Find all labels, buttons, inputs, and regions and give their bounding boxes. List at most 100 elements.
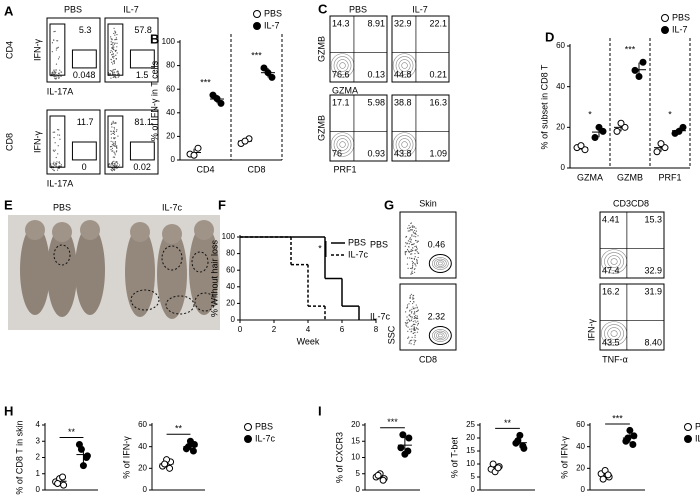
data-point [260, 64, 268, 72]
data-point [397, 444, 405, 452]
event-dot [111, 70, 113, 73]
x-tick-label: CD8 [247, 164, 265, 174]
gate-value: 81.1 [134, 117, 152, 127]
data-point [617, 119, 625, 127]
quadrant-value: 76.6 [332, 69, 350, 79]
event-dot [410, 249, 412, 251]
panel-label: D [545, 29, 554, 44]
event-dot [111, 51, 114, 53]
event-dot [409, 300, 412, 303]
event-dot [417, 256, 419, 259]
y-tick-label: 80 [166, 61, 175, 70]
column-title: PBS [349, 4, 367, 14]
event-dot [408, 257, 411, 259]
panel-label: H [4, 403, 13, 418]
event-dot [114, 152, 116, 154]
y-tick-label: 10 [351, 453, 360, 462]
event-dot [410, 267, 412, 270]
legend-marker [253, 22, 261, 30]
contour [610, 330, 618, 337]
event-dot [415, 246, 418, 248]
event-dot [412, 231, 414, 233]
event-dot [111, 47, 113, 49]
event-dot [112, 141, 114, 143]
event-dot [412, 226, 414, 229]
event-dot [412, 298, 414, 300]
event-dot [405, 324, 407, 326]
mouse-head [52, 222, 72, 242]
event-dot [416, 262, 418, 265]
quadrant-value: 5.98 [367, 97, 385, 107]
event-dot [112, 63, 114, 65]
event-dot [52, 168, 54, 170]
event-dot [412, 320, 414, 323]
gate [428, 253, 452, 273]
event-dot [114, 39, 116, 41]
event-dot [411, 270, 413, 272]
event-dot [114, 143, 116, 145]
contour [604, 324, 624, 343]
event-dot [117, 162, 119, 164]
x-axis-label: IL-17A [47, 178, 74, 188]
y-tick-label: 0 [171, 155, 176, 164]
event-dot [52, 71, 54, 73]
plot-frame [46, 17, 101, 83]
event-dot [58, 77, 60, 79]
significance: *** [200, 77, 211, 87]
event-dot [407, 321, 409, 323]
legend-label: PBS [695, 421, 700, 431]
event-dot [410, 319, 412, 322]
event-dot [409, 240, 411, 243]
event-dot [53, 39, 55, 41]
event-dot [410, 273, 412, 275]
event-dot [113, 130, 115, 132]
event-dot [111, 144, 113, 146]
event-dot [409, 316, 412, 318]
event-dot [113, 71, 116, 73]
event-dot [112, 46, 114, 48]
y-tick-label: 20 [556, 122, 565, 131]
event-dot [59, 69, 61, 71]
event-dot [416, 258, 418, 261]
event-dot [110, 50, 112, 52]
event-dot [411, 308, 413, 310]
x-axis-label: Week [297, 336, 320, 346]
event-dot [112, 76, 115, 78]
quadrant-value: 16.3 [429, 97, 447, 107]
y-tick-label: 60 [138, 420, 147, 429]
data-point [189, 447, 197, 455]
y-tick-label: 25 [466, 420, 475, 429]
event-dot [109, 146, 112, 148]
event-dot [414, 336, 416, 338]
event-dot [412, 249, 414, 251]
y-tick-label: 40 [226, 282, 235, 291]
event-dot [60, 75, 62, 77]
event-dot [406, 319, 408, 321]
event-dot [415, 314, 417, 317]
event-dot [415, 233, 417, 235]
event-dot [416, 310, 419, 312]
event-dot [111, 169, 113, 172]
event-dot [110, 149, 112, 151]
event-dot [117, 135, 119, 137]
data-point [59, 473, 67, 481]
event-dot [417, 235, 419, 237]
event-dot [412, 296, 414, 298]
event-dot [116, 34, 118, 36]
event-dot [411, 266, 414, 268]
event-dot [414, 263, 416, 265]
contour [339, 62, 346, 69]
quadrant-value: 76 [332, 148, 342, 158]
panel-label: I [318, 403, 322, 418]
event-dot [109, 69, 111, 72]
event-dot [112, 53, 114, 55]
event-dot [113, 160, 115, 162]
contour [607, 255, 621, 268]
event-dot [110, 123, 113, 126]
y-axis-label: % of CXCR3 [334, 432, 344, 483]
event-dot [416, 248, 418, 250]
event-dot [59, 138, 61, 140]
data-point [514, 437, 522, 445]
event-dot [413, 243, 415, 245]
data-point [604, 471, 612, 479]
